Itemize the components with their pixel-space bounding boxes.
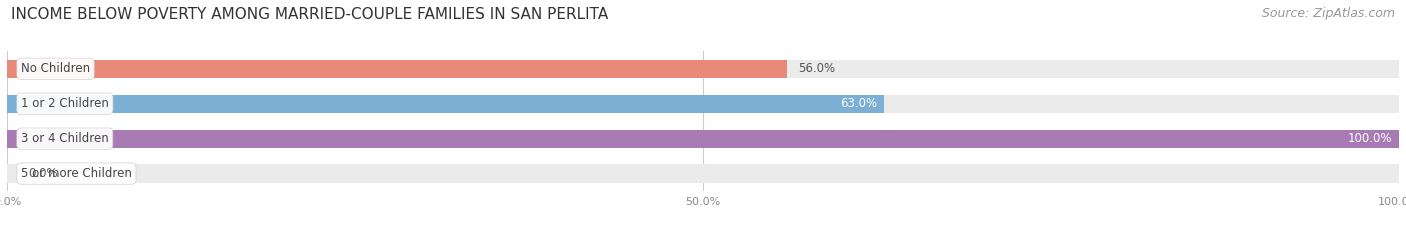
Bar [7,95,1399,113]
Text: 100.0%: 100.0% [1347,132,1392,145]
Bar [7,60,786,78]
Bar [7,130,1399,148]
Text: No Children: No Children [21,62,90,75]
Bar [7,95,884,113]
Text: Source: ZipAtlas.com: Source: ZipAtlas.com [1261,7,1395,20]
Bar [7,130,1399,148]
Text: 3 or 4 Children: 3 or 4 Children [21,132,108,145]
Bar [7,60,1399,78]
Text: 1 or 2 Children: 1 or 2 Children [21,97,108,110]
Text: 0.0%: 0.0% [28,167,58,180]
Text: 63.0%: 63.0% [839,97,877,110]
Text: 56.0%: 56.0% [797,62,835,75]
Text: 5 or more Children: 5 or more Children [21,167,132,180]
Text: INCOME BELOW POVERTY AMONG MARRIED-COUPLE FAMILIES IN SAN PERLITA: INCOME BELOW POVERTY AMONG MARRIED-COUPL… [11,7,609,22]
Bar [7,164,1399,183]
